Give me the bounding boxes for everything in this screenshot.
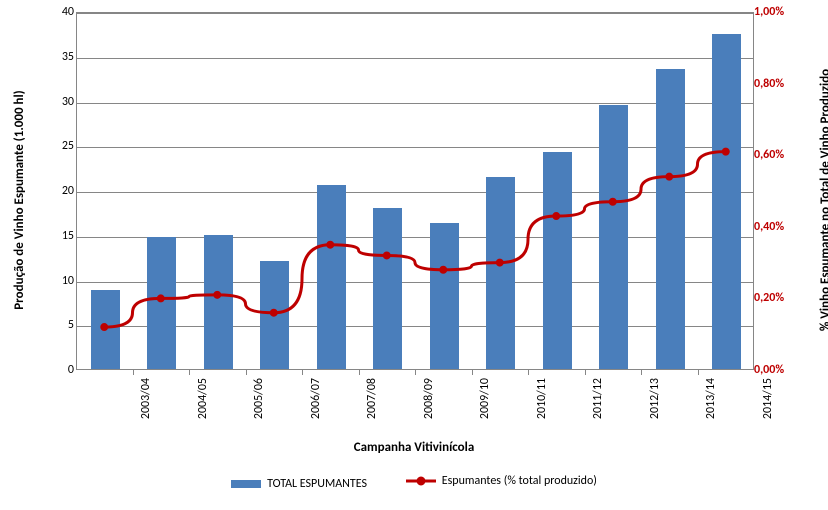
- y2-tick-label: 0,40%: [754, 220, 784, 234]
- y1-tick-label: 30: [0, 95, 74, 109]
- x-tick-label: 2003/04: [139, 378, 153, 419]
- gridline: [77, 237, 753, 238]
- x-tick-label: 2004/05: [196, 378, 210, 419]
- gridline: [77, 326, 753, 327]
- bar: [147, 237, 176, 369]
- y1-tick-label: 0: [0, 363, 74, 377]
- x-axis-title: Campanha Vitivinícola: [0, 440, 828, 455]
- plot-area: [76, 12, 754, 370]
- x-tick-mark: [585, 370, 586, 375]
- x-tick-mark: [641, 370, 642, 375]
- y2-tick-label: 0,60%: [754, 148, 784, 162]
- x-tick-label: 2006/07: [309, 378, 323, 419]
- x-tick-label: 2013/14: [704, 378, 718, 419]
- x-tick-mark: [698, 370, 699, 375]
- x-tick-label: 2012/13: [648, 378, 662, 419]
- y2-tick-label: 0,20%: [754, 291, 784, 305]
- y1-tick-label: 10: [0, 274, 74, 288]
- legend-label-bars: TOTAL ESPUMANTES: [267, 477, 367, 491]
- y2-tick-label: 0,00%: [754, 363, 784, 377]
- bar: [317, 185, 346, 369]
- legend-swatch-bar: [231, 480, 261, 488]
- legend-item-line: Espumantes (% total produzido): [406, 474, 597, 488]
- bar: [712, 34, 741, 369]
- y1-tick-label: 20: [0, 184, 74, 198]
- chart-container: Produção de Vinho Espumante (1.000 hl) %…: [0, 0, 828, 510]
- bar: [543, 152, 572, 369]
- gridline: [77, 58, 753, 59]
- x-tick-label: 2008/09: [422, 378, 436, 419]
- bar: [486, 177, 515, 369]
- bar: [373, 208, 402, 369]
- gridline: [77, 192, 753, 193]
- gridline: [77, 103, 753, 104]
- y1-tick-label: 15: [0, 229, 74, 243]
- x-tick-label: 2011/12: [591, 378, 605, 419]
- legend: TOTAL ESPUMANTES Espumantes (% total pro…: [0, 474, 828, 492]
- y2-tick-label: 1,00%: [754, 5, 784, 19]
- legend-label-line: Espumantes (% total produzido): [442, 474, 597, 488]
- legend-item-bars: TOTAL ESPUMANTES: [231, 477, 367, 491]
- gridline: [77, 147, 753, 148]
- x-tick-mark: [133, 370, 134, 375]
- x-tick-label: 2007/08: [365, 378, 379, 419]
- legend-swatch-line: [406, 474, 436, 488]
- bar: [599, 105, 628, 369]
- y2-tick-label: 0,80%: [754, 77, 784, 91]
- x-tick-label: 2010/11: [535, 378, 549, 419]
- x-tick-mark: [415, 370, 416, 375]
- bar: [260, 261, 289, 369]
- bar: [430, 223, 459, 369]
- x-tick-mark: [472, 370, 473, 375]
- x-tick-label: 2005/06: [252, 378, 266, 419]
- x-tick-mark: [189, 370, 190, 375]
- x-tick-mark: [528, 370, 529, 375]
- y1-tick-label: 35: [0, 50, 74, 64]
- bar: [91, 290, 120, 369]
- x-tick-mark: [359, 370, 360, 375]
- x-tick-label: 2009/10: [478, 378, 492, 419]
- y1-tick-label: 40: [0, 5, 74, 19]
- y2-axis-title: % Vinho Espumante no Total de Vinho Prod…: [818, 20, 828, 380]
- x-tick-mark: [302, 370, 303, 375]
- x-tick-label: 2014/15: [761, 378, 775, 419]
- gridline: [77, 13, 753, 14]
- y1-tick-label: 5: [0, 318, 74, 332]
- gridline: [77, 282, 753, 283]
- bar: [656, 69, 685, 369]
- x-tick-mark: [246, 370, 247, 375]
- y1-tick-label: 25: [0, 139, 74, 153]
- bar: [204, 235, 233, 369]
